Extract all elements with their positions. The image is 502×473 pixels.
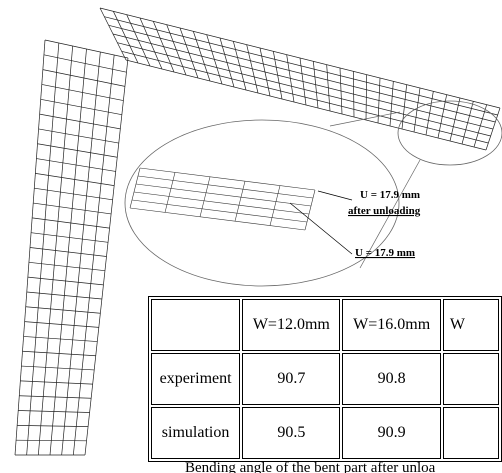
table-cell: W — [443, 299, 499, 351]
mesh-line — [247, 45, 258, 93]
mesh-line — [313, 61, 318, 108]
mesh-line — [15, 40, 45, 455]
mesh-line — [287, 55, 294, 102]
table-cell: W=16.0mm — [342, 299, 440, 351]
mesh-line — [85, 58, 128, 455]
mesh-line — [353, 71, 354, 117]
annotation: U = 17.9 mm — [360, 189, 420, 201]
mesh-line — [207, 35, 222, 84]
mesh-line — [73, 55, 114, 455]
mesh-line — [273, 51, 282, 99]
mesh-line — [193, 31, 210, 81]
mesh-line — [486, 108, 500, 150]
table-cell — [151, 299, 240, 351]
mesh-line — [153, 21, 174, 72]
mesh-line — [260, 48, 270, 96]
mesh-line — [140, 18, 162, 69]
connector — [330, 112, 400, 126]
page: U = 17.9 mm after unloading U = 17.9 mm … — [0, 0, 502, 473]
mesh-line — [180, 28, 198, 78]
mesh-line — [167, 25, 186, 75]
table-cell: experiment — [151, 353, 240, 405]
table-cell: simulation — [151, 407, 240, 459]
mesh-line — [113, 11, 138, 63]
table-cell — [443, 407, 499, 459]
mesh-line — [300, 58, 306, 105]
mesh-line — [220, 38, 234, 87]
zoom-circle — [125, 120, 399, 286]
table-cell: 90.5 — [242, 407, 340, 459]
mesh-line — [127, 15, 150, 66]
annotation: after unloading — [348, 205, 421, 217]
table-cell — [443, 353, 499, 405]
mesh-line — [233, 41, 246, 90]
caption: Bending angle of the bent part after unl… — [185, 460, 435, 473]
table-cell: W=12.0mm — [242, 299, 340, 351]
table-cell: 90.8 — [342, 353, 440, 405]
table-cell: 90.9 — [342, 407, 440, 459]
mesh-line — [100, 8, 126, 60]
mesh-line — [366, 75, 367, 120]
mesh-line — [27, 43, 59, 455]
annotation: U = 17.9 mm — [355, 247, 415, 259]
table-cell: 90.7 — [242, 353, 340, 405]
